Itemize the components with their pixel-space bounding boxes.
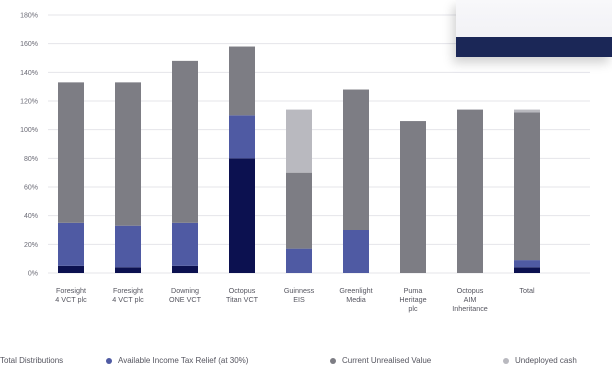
bar-segment — [172, 265, 198, 273]
bar-segment — [229, 115, 255, 159]
bar-segment — [58, 82, 84, 223]
x-category-label: Downing ONE VCT — [169, 286, 202, 304]
bar-segment — [457, 109, 483, 273]
x-category-label: Total — [519, 286, 535, 295]
y-tick-label: 80% — [24, 156, 38, 163]
bar-segment — [343, 230, 369, 273]
legend-item-available-income-tax-relief: Available Income Tax Relief (at 30%) — [106, 356, 248, 365]
bar-segment — [514, 109, 540, 113]
bar-segment — [514, 112, 540, 261]
y-tick-label: 120% — [20, 99, 38, 106]
bar-segment — [400, 121, 426, 273]
legend-item-current-unrealised-value: Current Unrealised Value — [330, 356, 431, 365]
x-category-label: Greenlight Media — [339, 286, 372, 304]
overlay-card-bar — [456, 37, 612, 57]
stacked-bar-chart: 0% 20% 40% 60% 80% 100% 120% 140% 160% 180% Fores… — [20, 13, 590, 313]
x-category-label: Guinness EIS — [284, 286, 315, 304]
y-tick-label: 40% — [24, 213, 38, 220]
y-tick-label: 20% — [24, 242, 38, 249]
bar-segment — [115, 267, 141, 273]
bar-segment — [172, 60, 198, 223]
x-axis-labels: Foresight 4 VCT plc Foresight 4 VCT plc Down… — [55, 286, 535, 313]
bar-segment — [229, 158, 255, 273]
y-axis-ticks: 0% 20% 40% 60% 80% 100% 120% 140% 160% 180% — [20, 13, 38, 278]
bar-segment — [286, 172, 312, 249]
y-tick-label: 60% — [24, 185, 38, 192]
x-category-label: Octopus Titan VCT — [226, 286, 259, 304]
legend-label: Total Distributions — [0, 356, 64, 365]
legend-swatch — [503, 357, 509, 364]
legend-label: Undeployed cash — [515, 356, 577, 365]
legend-item-undeployed-cash: Undeployed cash — [503, 356, 577, 365]
bar-segment — [58, 222, 84, 266]
y-tick-label: 140% — [20, 70, 38, 77]
legend: Total Distributions Available Income Tax… — [0, 356, 612, 370]
bars — [58, 46, 540, 273]
bar-segment — [514, 260, 540, 268]
bar-segment — [229, 46, 255, 116]
bar-segment — [286, 109, 312, 173]
y-tick-label: 160% — [20, 41, 38, 48]
legend-label: Available Income Tax Relief (at 30%) — [118, 356, 249, 365]
bar-segment — [58, 265, 84, 273]
bar-segment — [115, 225, 141, 268]
bar-segment — [172, 222, 198, 266]
x-category-label: Puma Heritage plc — [399, 286, 426, 313]
x-category-label: Foresight 4 VCT plc — [55, 286, 87, 304]
y-tick-label: 0% — [28, 271, 38, 278]
bar-segment — [514, 267, 540, 273]
overlay-card — [456, 0, 612, 57]
legend-label: Current Unrealised Value — [342, 356, 432, 365]
legend-swatch — [330, 357, 336, 364]
x-category-label: Octopus AIM Inheritance — [452, 286, 488, 313]
legend-item-total-distributions: Total Distributions — [0, 356, 63, 365]
x-category-label: Foresight 4 VCT plc — [112, 286, 144, 304]
bar-segment — [343, 89, 369, 231]
y-tick-label: 180% — [20, 13, 38, 20]
bar-segment — [115, 82, 141, 226]
legend-swatch — [106, 357, 112, 364]
y-tick-label: 100% — [20, 127, 38, 134]
bar-segment — [286, 248, 312, 273]
